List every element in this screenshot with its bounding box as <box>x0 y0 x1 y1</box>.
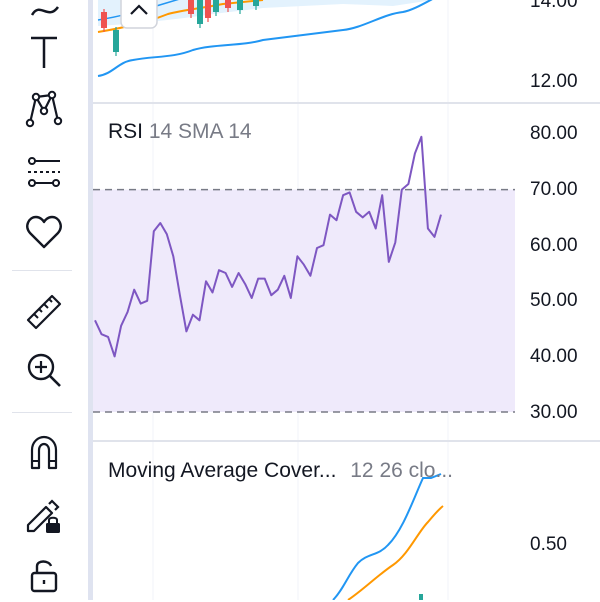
magnet-icon[interactable] <box>17 425 71 479</box>
rsi-legend[interactable]: RSI 14 SMA 14 <box>108 120 252 144</box>
toolbar-divider <box>12 270 72 271</box>
rsi-title: RSI <box>108 120 144 143</box>
candle-body <box>253 0 259 6</box>
candle-body <box>237 0 243 10</box>
macd-signal-line <box>347 505 444 600</box>
macd-line <box>332 473 442 600</box>
bollinger-band-fill <box>98 0 433 26</box>
macd-params: 12 26 clo... <box>350 459 453 482</box>
collapse-button <box>120 0 158 29</box>
ruler-icon[interactable] <box>17 285 71 339</box>
zoom-in-icon[interactable] <box>17 343 71 397</box>
rsi-band-background <box>93 189 515 412</box>
lock-drawings-icon[interactable] <box>17 488 71 542</box>
candle-body <box>113 30 119 52</box>
rsi-axis-label: 30.00 <box>530 402 578 423</box>
candle-body <box>205 0 211 18</box>
favorites-heart-icon[interactable] <box>17 205 71 259</box>
chevron-up-icon <box>130 4 148 15</box>
macd-legend[interactable]: Moving Average Cover... 12 26 clo... <box>108 459 453 483</box>
rsi-axis-label: 50.00 <box>530 290 578 311</box>
bollinger-lower-band <box>97 0 433 77</box>
chart-canvas[interactable] <box>93 0 600 600</box>
macd-axis-label: 0.50 <box>530 534 567 555</box>
toolbar-border <box>88 0 93 600</box>
drawing-toolbar <box>0 0 88 600</box>
candle-body <box>188 0 194 14</box>
candle-body <box>225 0 231 8</box>
rsi-params: 14 SMA 14 <box>148 120 252 143</box>
curve-tool-icon[interactable] <box>17 0 71 36</box>
rsi-axis-label: 80.00 <box>530 123 578 144</box>
price-axis-label: 14.00 <box>530 0 578 12</box>
macd-title: Moving Average Cover... <box>108 459 337 482</box>
rsi-line <box>94 135 442 358</box>
pattern-tool-icon[interactable] <box>17 82 71 136</box>
macd-histogram-bar <box>419 594 423 600</box>
prediction-tool-icon[interactable] <box>17 145 71 199</box>
lock-icon[interactable] <box>17 548 71 602</box>
text-tool-icon[interactable] <box>17 25 71 79</box>
candle-body <box>101 12 107 28</box>
candle-body <box>213 0 219 12</box>
chart-area[interactable]: 14.00 12.00 RSI 14 SMA 14 80.00 70.00 60… <box>93 0 600 600</box>
price-axis-label: 12.00 <box>530 71 578 92</box>
rsi-axis-label: 70.00 <box>530 179 578 200</box>
rsi-axis-label: 60.00 <box>530 235 578 256</box>
candle-body <box>197 0 203 24</box>
rsi-axis-label: 40.00 <box>530 346 578 367</box>
toolbar-divider <box>12 412 72 413</box>
